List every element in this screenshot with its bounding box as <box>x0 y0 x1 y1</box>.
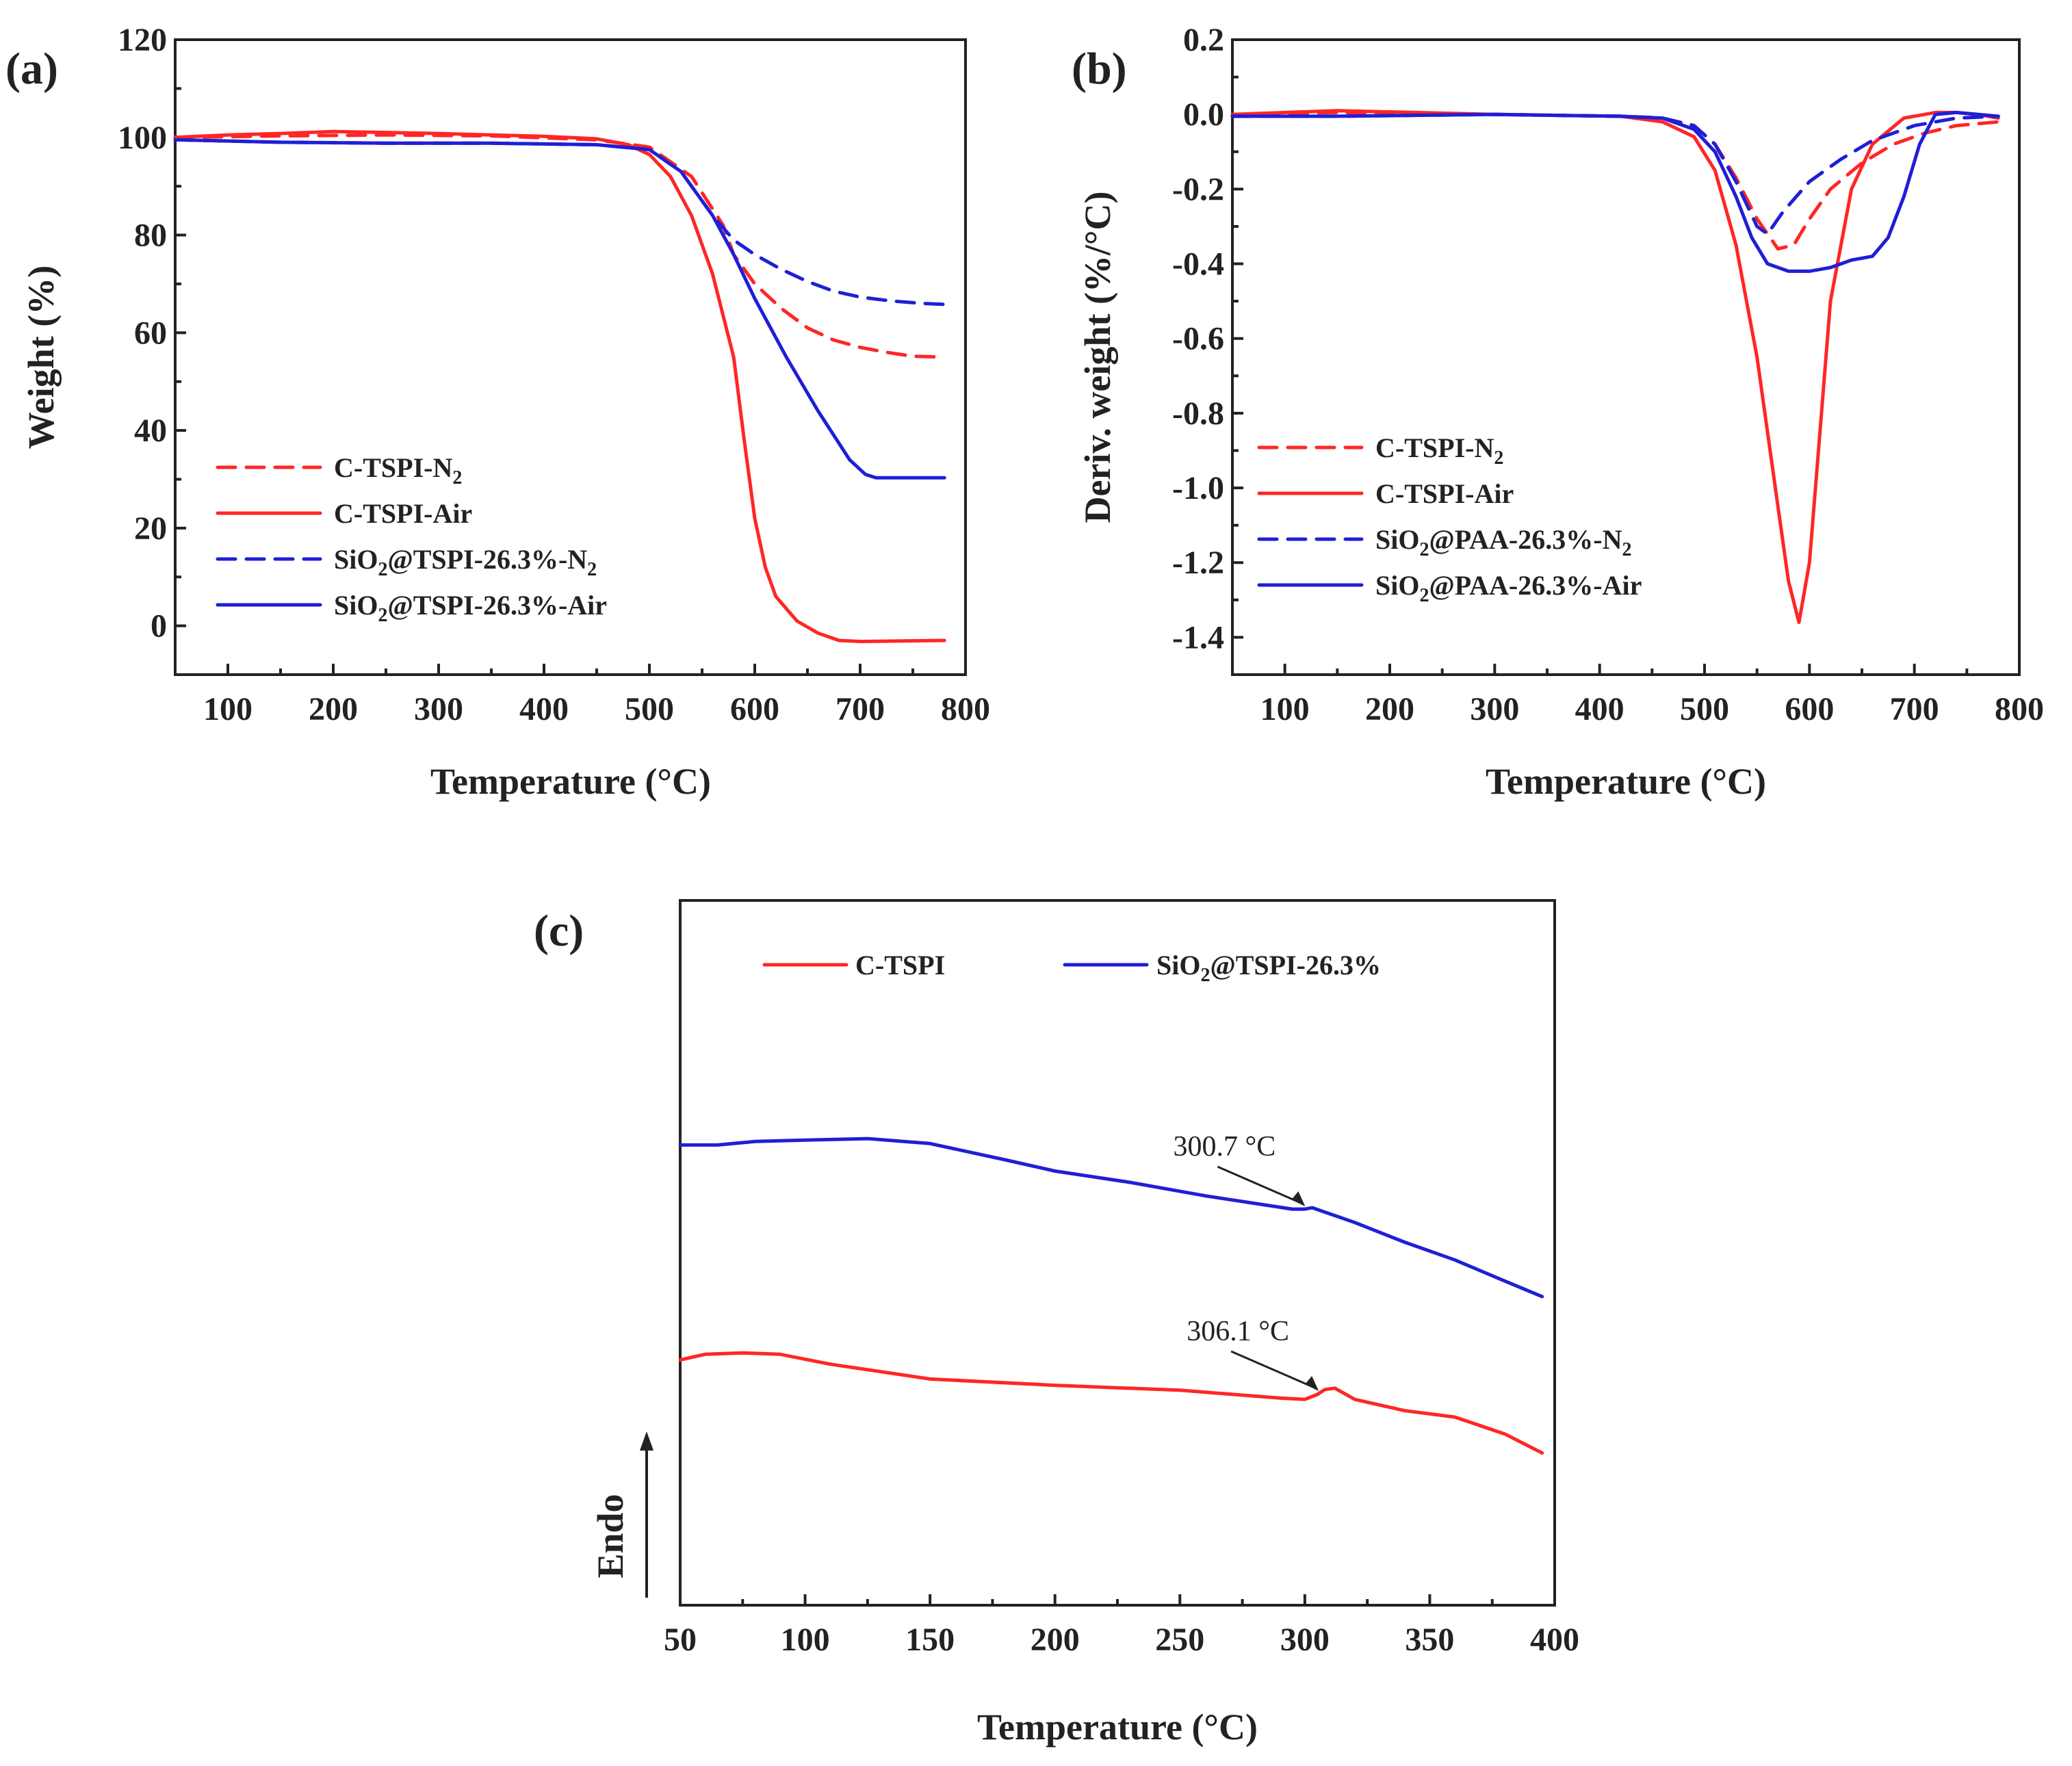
panel-a-legend: C-TSPI-N2 C-TSPI-Air SiO2@TSPI-26.3%-N2 SiO… <box>216 452 607 626</box>
y-tick-label: 0 <box>151 608 167 645</box>
panel-b-series <box>1230 109 2000 625</box>
annotation-arrow-head-icon <box>1305 1376 1319 1391</box>
y-tick-label: -0.8 <box>1172 395 1224 432</box>
panel-b-x-axis-title: Temperature (°C) <box>1486 761 1766 802</box>
series-line-2 <box>173 129 946 643</box>
x-tick-label: 300 <box>1470 691 1519 727</box>
x-tick-label: 350 <box>1405 1622 1454 1658</box>
y-tick-label: 100 <box>118 120 167 156</box>
series-line-3 <box>1230 112 2000 236</box>
legend-entry-label: SiO2@TSPI-26.3%-Air <box>334 590 607 626</box>
legend-entry-label: C-TSPI-N2 <box>1375 432 1503 469</box>
series-line-1 <box>173 133 946 359</box>
series-line-4 <box>1230 110 2000 273</box>
x-tick-label: 500 <box>625 691 674 727</box>
legend-entry-label: C-TSPI-Air <box>334 498 472 529</box>
panel-b: (b) 100 200 300 400 500 600 700 800 0.2 0.0 -0.2 -0… <box>1072 22 2044 802</box>
panel-a-label: (a) <box>5 44 58 94</box>
panel-a-y-axis-title: Weight (%) <box>21 265 62 449</box>
y-tick-label: 80 <box>134 218 167 254</box>
y-tick-label: -0.6 <box>1172 321 1224 357</box>
panel-a: (a) 100 200 300 400 500 600 700 800020406080100… <box>5 22 990 802</box>
panel-c-ticks: 50 100 150 200 250 300 350 400 <box>664 1594 1579 1658</box>
series-line-2 <box>678 1137 1544 1299</box>
series-line-2 <box>1230 109 2000 625</box>
annotation-arrow-head-icon <box>1291 1191 1306 1207</box>
y-tick-label: -0.4 <box>1172 246 1224 283</box>
y-tick-label: 20 <box>134 510 167 547</box>
y-tick-label: -0.2 <box>1172 171 1224 207</box>
x-tick-label: 150 <box>905 1622 955 1658</box>
x-tick-label: 400 <box>1575 691 1624 727</box>
legend-entry-label: SiO2@TSPI-26.3%-N2 <box>334 544 597 580</box>
x-tick-label: 800 <box>941 691 990 727</box>
panel-a-plot-frame <box>174 38 967 676</box>
legend-entry-label: C-TSPI <box>855 950 945 981</box>
y-tick-label: 120 <box>118 22 167 58</box>
x-tick-label: 600 <box>730 691 779 727</box>
x-tick-label: 200 <box>309 691 358 727</box>
legend-entry-label: SiO2@PAA-26.3%-N2 <box>1375 524 1631 560</box>
x-tick-label: 400 <box>519 691 569 727</box>
x-tick-label: 700 <box>1890 691 1939 727</box>
series-line-1 <box>678 1351 1544 1455</box>
panel-c-legend: C-TSPI SiO2@TSPI-26.3% <box>762 950 1381 986</box>
y-tick-label: 0.2 <box>1183 22 1224 58</box>
x-tick-label: 400 <box>1530 1622 1579 1658</box>
panel-c-plot-frame <box>679 899 1556 1607</box>
x-tick-label: 500 <box>1680 691 1729 727</box>
y-tick-label: 0.0 <box>1183 96 1224 133</box>
panel-c-series <box>678 1137 1544 1455</box>
x-tick-label: 200 <box>1365 691 1414 727</box>
panel-c: (c) 50 100 150 200 250 300 350 400 C-TSPI SiO2@T… <box>534 899 1579 1748</box>
annotation-arrow-line <box>1230 1350 1317 1390</box>
x-tick-label: 700 <box>836 691 885 727</box>
endo-arrow-head-icon <box>640 1431 653 1451</box>
panel-a-x-axis-title: Temperature (°C) <box>430 761 711 802</box>
panel-b-label: (b) <box>1072 44 1127 94</box>
y-tick-label: 40 <box>134 413 167 449</box>
y-tick-label: -1.2 <box>1172 545 1224 581</box>
series-line-4 <box>173 138 946 480</box>
x-tick-label: 200 <box>1031 1622 1080 1658</box>
panel-b-y-axis-title: Deriv. weight (%/°C) <box>1077 192 1118 523</box>
panel-b-plot-frame <box>1231 38 2021 676</box>
series-line-1 <box>1230 110 2000 251</box>
legend-entry-label: C-TSPI-Air <box>1375 478 1514 509</box>
panel-b-legend: C-TSPI-N2 C-TSPI-Air SiO2@PAA-26.3%-N2 SiO2… <box>1257 432 1642 606</box>
y-tick-label: -1.4 <box>1172 619 1224 655</box>
x-tick-label: 800 <box>1995 691 2044 727</box>
legend-entry-label: C-TSPI-N2 <box>334 452 462 489</box>
panel-c-annotations: 300.7 °C 306.1 °C <box>1174 1131 1319 1391</box>
panel-c-y-axis-title: Endo <box>590 1494 631 1578</box>
series-line-3 <box>173 138 946 307</box>
x-tick-label: 50 <box>664 1622 697 1658</box>
peak-annotation-label: 306.1 °C <box>1187 1316 1289 1347</box>
y-tick-label: 60 <box>134 315 167 351</box>
x-tick-label: 300 <box>1280 1622 1330 1658</box>
x-tick-label: 100 <box>1260 691 1310 727</box>
x-tick-label: 600 <box>1785 691 1834 727</box>
annotation-arrow-line <box>1217 1165 1304 1205</box>
y-tick-label: -1.0 <box>1172 470 1224 506</box>
x-tick-label: 250 <box>1155 1622 1204 1658</box>
panel-c-label: (c) <box>534 906 584 956</box>
panel-a-series <box>173 129 946 643</box>
x-tick-label: 100 <box>781 1622 830 1658</box>
x-tick-label: 300 <box>414 691 463 727</box>
panel-c-x-axis-title: Temperature (°C) <box>977 1706 1258 1748</box>
x-tick-label: 100 <box>203 691 252 727</box>
panel-b-ticks: 100 200 300 400 500 600 700 800 0.2 0.0 -0.2 -0.4 -0… <box>1172 22 2044 727</box>
panel-a-ticks: 100 200 300 400 500 600 700 800 0 20 40 60 80 100 120 <box>118 22 990 727</box>
legend-entry-label: SiO2@TSPI-26.3% <box>1156 950 1381 986</box>
peak-annotation-label: 300.7 °C <box>1174 1131 1276 1163</box>
legend-entry-label: SiO2@PAA-26.3%-Air <box>1375 570 1642 606</box>
